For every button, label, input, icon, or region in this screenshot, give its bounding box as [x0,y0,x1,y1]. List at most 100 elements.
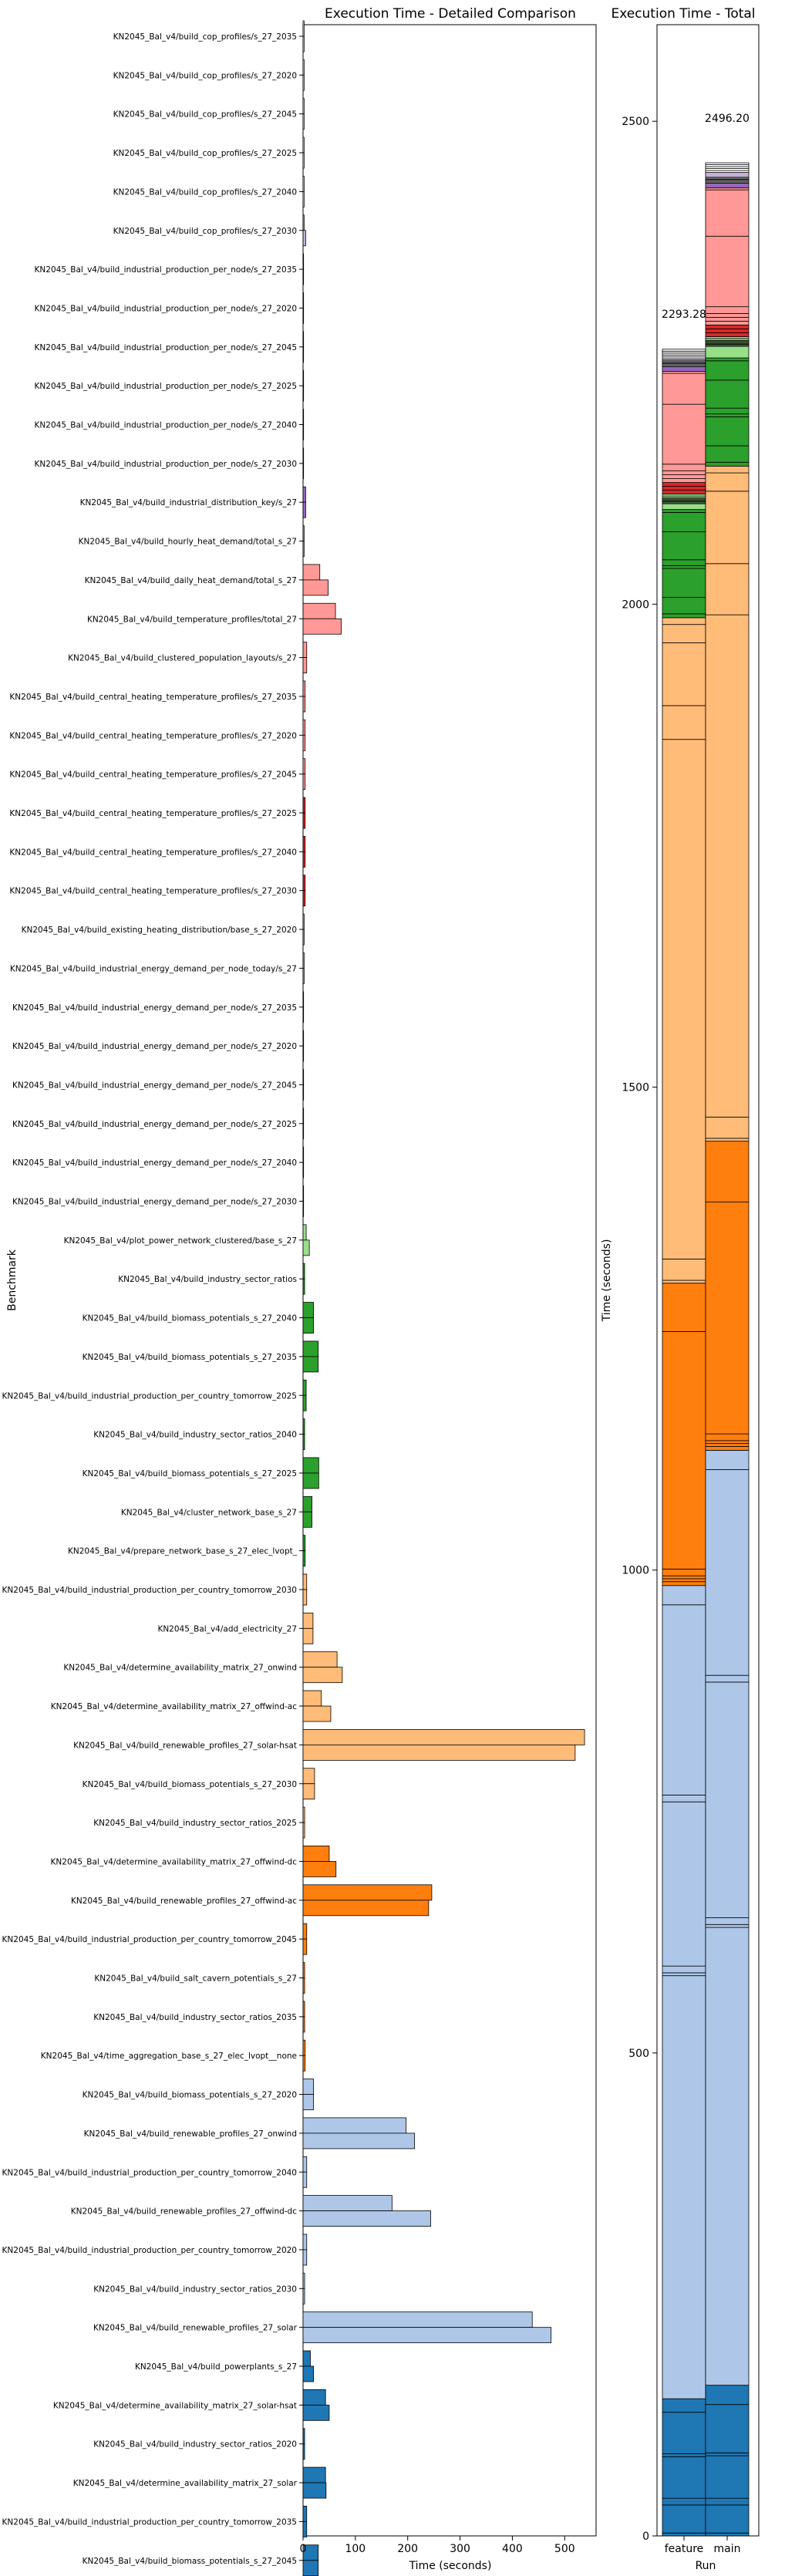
benchmark-label: KN2045_Bal_v4/build_industrial_energy_de… [12,1042,297,1051]
stack-segment-main [705,472,750,492]
stack-segment-feature [662,1578,706,1583]
bar-main [302,696,306,713]
benchmark-label: KN2045_Bal_v4/build_industrial_productio… [35,304,297,313]
bar-main [302,968,305,984]
stack-segment-main [705,2497,750,2506]
bar-feature [302,2039,306,2056]
stack-segment-main [705,325,750,329]
bar-main [302,1589,308,1606]
bar-feature [302,1302,314,1318]
benchmark-label: KN2045_Bal_v4/build_industrial_energy_de… [12,1003,297,1013]
bar-feature [302,2079,314,2095]
stack-segment-feature [662,1975,706,2399]
stack-segment-feature [662,1795,706,1802]
bar-main [302,424,305,440]
stack-segment-main [705,317,750,322]
stack-segment-feature [662,2453,706,2457]
bar-main [302,1861,337,1877]
bar-feature [302,1768,315,1785]
x-tick-label: 0 [300,2543,307,2555]
benchmark-label: KN2045_Bal_v4/build_industrial_productio… [35,382,297,391]
stack-segment-main [705,614,750,1118]
stack-segment-main [705,329,750,333]
benchmark-label: KN2045_Bal_v4/build_industry_sector_rati… [93,2284,297,2294]
detailed-title: Execution Time - Detailed Comparison [325,6,576,22]
bar-feature [302,835,306,852]
benchmark-label: KN2045_Bal_v4/build_industrial_productio… [35,460,297,469]
stack-segment-feature [662,2412,706,2454]
stack-segment-feature [662,1965,706,1974]
stack-segment-main [705,2504,750,2534]
total-x-tick-label: main [714,2543,741,2555]
benchmark-label: KN2045_Bal_v4/build_industrial_productio… [2,1391,297,1401]
total-y-tick-label: 500 [628,2048,649,2060]
stack-segment-main [705,235,750,308]
stack-segment-feature [662,624,706,643]
stack-segment-feature [662,1581,706,1586]
bar-main [302,35,305,52]
bar-main [302,812,306,829]
stack-segment-feature [662,617,706,625]
benchmark-label: KN2045_Bal_v4/build_biomass_potentials_s… [83,1780,297,1789]
bar-main [302,1978,305,1994]
benchmark-label: KN2045_Bal_v4/build_cop_profiles/s_27_20… [113,32,297,42]
benchmark-label: KN2045_Bal_v4/build_daily_heat_demand/to… [85,576,297,585]
bar-main [302,74,305,91]
bar-main [302,1938,308,1955]
stack-segment-feature [662,2532,706,2537]
bar-feature [302,1651,338,1668]
stack-segment-main [705,2455,750,2499]
benchmark-label: KN2045_Bal_v4/build_industrial_energy_de… [12,1081,297,1090]
x-tick-label: 300 [450,2543,470,2555]
stack-segment-main [705,445,750,463]
bar-main [302,268,305,285]
stack-segment-main [705,172,750,178]
bar-feature [302,680,306,697]
bar-main [302,2288,305,2305]
bar-main [302,1550,306,1567]
bar-feature [302,1728,585,1745]
bar-main [302,113,305,130]
stack-segment-feature [662,1259,706,1281]
bar-main [302,890,306,907]
benchmark-label: KN2045_Bal_v4/determine_availability_mat… [73,2479,298,2488]
bar-main [302,1278,305,1295]
benchmark-label: KN2045_Bal_v4/build_industry_sector_rati… [93,2013,297,2022]
bar-main [302,2560,319,2576]
bar-feature [302,20,305,37]
bar-feature [302,2428,305,2445]
stack-segment-feature [662,1972,706,1977]
bar-feature [302,1535,306,1552]
stack-segment-feature [662,1280,706,1284]
bar-feature [302,447,305,464]
benchmark-label: KN2045_Bal_v4/plot_power_network_cluster… [64,1236,297,1246]
benchmark-label: KN2045_Bal_v4/determine_availability_mat… [51,1702,297,1711]
bar-main [302,1472,319,1489]
bar-main [302,618,342,635]
x-tick-label: 200 [397,2543,418,2555]
stack-segment-feature [662,470,706,475]
stack-segment-main [705,1917,750,1925]
bar-feature [302,409,305,425]
stack-segment-main [705,465,750,474]
stack-segment-main [705,1138,750,1142]
bar-main [302,1394,307,1411]
benchmark-label: KN2045_Bal_v4/build_existing_heating_dis… [22,926,297,935]
bar-feature [302,913,305,930]
stack-segment-main [705,162,750,165]
bar-feature [302,1457,319,1474]
bar-feature [302,1884,433,1901]
stack-segment-feature [662,597,706,615]
bar-feature [302,2234,308,2251]
bar-feature [302,797,306,814]
bar-feature [302,2272,305,2289]
bar-main [302,2055,306,2072]
stack-segment-main [705,416,750,447]
benchmark-label: KN2045_Bal_v4/build_central_heating_temp… [9,887,297,896]
benchmark-label: KN2045_Bal_v4/build_cop_profiles/s_27_20… [113,227,297,236]
benchmark-label: KN2045_Bal_v4/build_powerplants_s_27 [135,2362,297,2372]
bar-feature [302,214,305,231]
bar-feature [302,2389,326,2406]
bar-feature [302,2156,308,2173]
total-y-tick-label: 0 [642,2530,649,2543]
